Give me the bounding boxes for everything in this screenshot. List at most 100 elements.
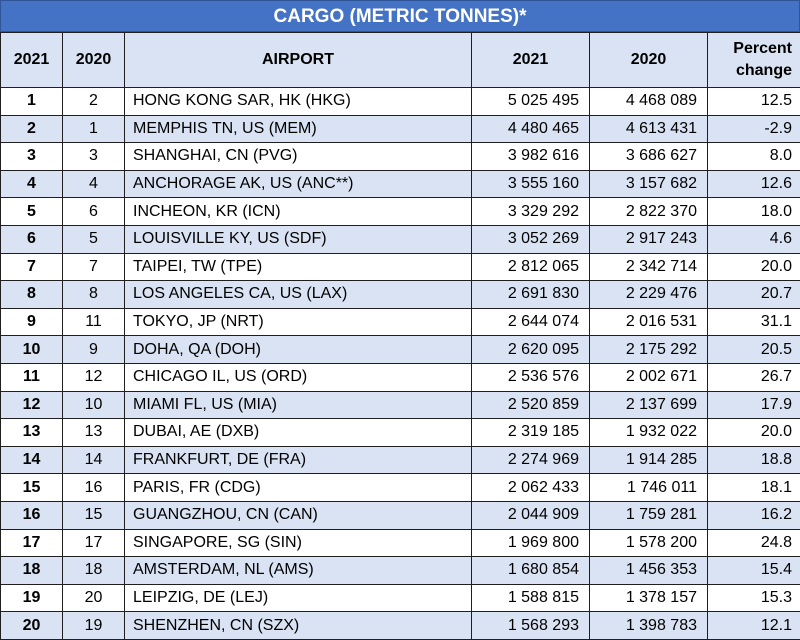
airport-cell: TOKYO, JP (NRT) [125,308,472,336]
rank-2021-cell: 1 [1,88,63,116]
cargo-2020-cell: 3 686 627 [590,143,708,171]
cargo-2020-cell: 1 932 022 [590,419,708,447]
airport-cell: LOS ANGELES CA, US (LAX) [125,281,472,309]
rank-2021-cell: 16 [1,501,63,529]
cargo-2020-cell: 1 378 157 [590,584,708,612]
cargo-2020-cell: 2 137 699 [590,391,708,419]
percent-change-cell: 18.0 [708,198,800,226]
airport-cell: LEIPZIG, DE (LEJ) [125,584,472,612]
rank-2021-cell: 19 [1,584,63,612]
percent-change-cell: 24.8 [708,529,800,557]
cargo-2020-cell: 1 746 011 [590,474,708,502]
header-cargo-2021: 2021 [472,33,590,88]
percent-change-cell: 20.5 [708,336,800,364]
rank-2021-cell: 13 [1,419,63,447]
rank-2021-cell: 6 [1,225,63,253]
rank-2021-cell: 9 [1,308,63,336]
airport-cell: CHICAGO IL, US (ORD) [125,363,472,391]
airport-cell: HONG KONG SAR, HK (HKG) [125,88,472,116]
airport-cell: SINGAPORE, SG (SIN) [125,529,472,557]
rank-2020-cell: 2 [63,88,125,116]
airport-cell: DOHA, QA (DOH) [125,336,472,364]
cargo-2021-cell: 2 520 859 [472,391,590,419]
rank-2020-cell: 8 [63,281,125,309]
rank-2021-cell: 10 [1,336,63,364]
airport-cell: LOUISVILLE KY, US (SDF) [125,225,472,253]
rank-2021-cell: 2 [1,115,63,143]
cargo-2021-cell: 1 568 293 [472,612,590,640]
rank-2021-cell: 20 [1,612,63,640]
percent-change-cell: -2.9 [708,115,800,143]
airport-cell: DUBAI, AE (DXB) [125,419,472,447]
cargo-2021-cell: 2 644 074 [472,308,590,336]
rank-2020-cell: 19 [63,612,125,640]
airport-cell: SHANGHAI, CN (PVG) [125,143,472,171]
rank-2021-cell: 18 [1,557,63,585]
cargo-2020-cell: 3 157 682 [590,170,708,198]
cargo-2020-cell: 1 759 281 [590,501,708,529]
percent-change-cell: 4.6 [708,225,800,253]
percent-change-cell: 12.6 [708,170,800,198]
rank-2020-cell: 4 [63,170,125,198]
rank-2021-cell: 7 [1,253,63,281]
cargo-2021-cell: 2 620 095 [472,336,590,364]
cargo-2021-cell: 2 274 969 [472,446,590,474]
rank-2021-cell: 14 [1,446,63,474]
rank-2020-cell: 6 [63,198,125,226]
header-row: 2021 2020 AIRPORT 2021 2020 Percent chan… [1,33,800,88]
cargo-2021-cell: 3 555 160 [472,170,590,198]
airport-cell: GUANGZHOU, CN (CAN) [125,501,472,529]
cargo-2021-cell: 5 025 495 [472,88,590,116]
cargo-2020-cell: 4 613 431 [590,115,708,143]
cargo-2021-cell: 1 680 854 [472,557,590,585]
rank-2020-cell: 7 [63,253,125,281]
header-percent-change: Percent change [708,33,800,88]
cargo-2021-cell: 2 691 830 [472,281,590,309]
cargo-2021-cell: 1 969 800 [472,529,590,557]
table-title: CARGO (METRIC TONNES)* [0,0,800,32]
cargo-2021-cell: 3 982 616 [472,143,590,171]
rank-2020-cell: 1 [63,115,125,143]
rank-2021-cell: 12 [1,391,63,419]
percent-change-cell: 20.7 [708,281,800,309]
cargo-2021-cell: 2 319 185 [472,419,590,447]
rank-2020-cell: 3 [63,143,125,171]
rank-2020-cell: 13 [63,419,125,447]
percent-change-cell: 15.4 [708,557,800,585]
cargo-2020-cell: 2 175 292 [590,336,708,364]
rank-2021-cell: 15 [1,474,63,502]
cargo-2020-cell: 1 578 200 [590,529,708,557]
cargo-2021-cell: 2 062 433 [472,474,590,502]
cargo-2020-cell: 1 398 783 [590,612,708,640]
percent-change-cell: 15.3 [708,584,800,612]
rank-2020-cell: 10 [63,391,125,419]
rank-2020-cell: 9 [63,336,125,364]
cargo-2020-cell: 2 002 671 [590,363,708,391]
percent-change-cell: 20.0 [708,419,800,447]
rank-2021-cell: 5 [1,198,63,226]
cargo-table: 2021 2020 AIRPORT 2021 2020 Percent chan… [0,32,800,640]
header-rank-2021: 2021 [1,33,63,88]
airport-cell: MEMPHIS TN, US (MEM) [125,115,472,143]
percent-change-cell: 8.0 [708,143,800,171]
percent-change-cell: 18.1 [708,474,800,502]
percent-change-cell: 31.1 [708,308,800,336]
header-rank-2020: 2020 [63,33,125,88]
cargo-2020-cell: 2 917 243 [590,225,708,253]
cargo-2021-cell: 1 588 815 [472,584,590,612]
airport-cell: FRANKFURT, DE (FRA) [125,446,472,474]
cargo-2021-cell: 2 536 576 [472,363,590,391]
